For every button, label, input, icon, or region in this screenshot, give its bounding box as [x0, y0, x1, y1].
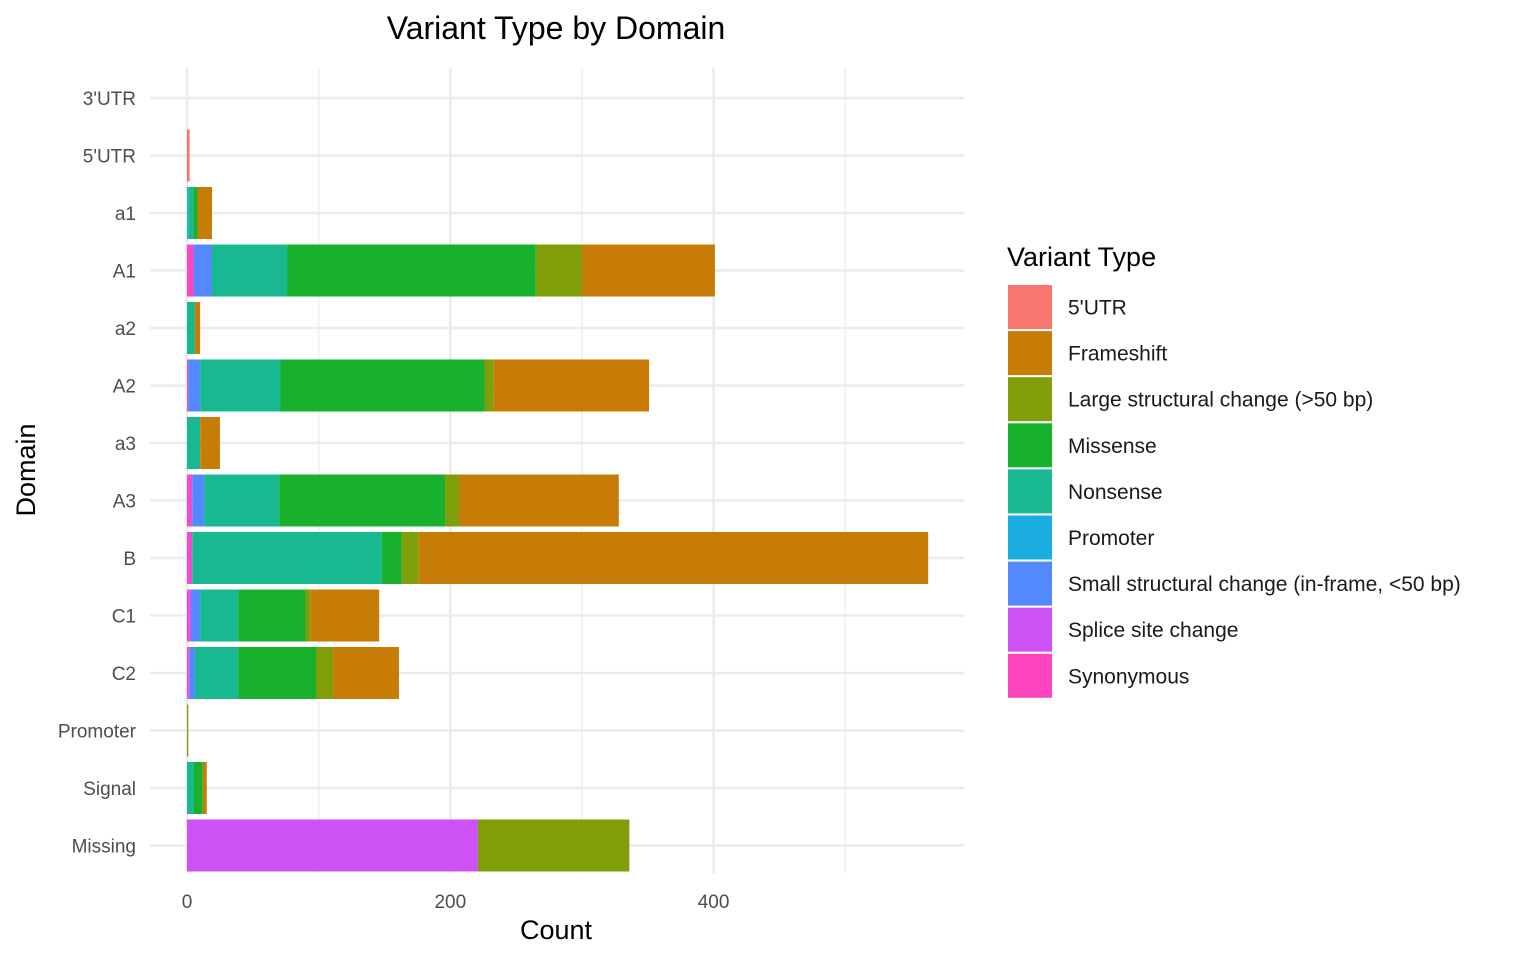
bar-segment	[187, 359, 189, 412]
legend-key	[1008, 331, 1052, 376]
bar-segment	[418, 532, 929, 584]
legend-key	[1008, 285, 1052, 329]
bar-segment	[581, 244, 715, 297]
bar-segment	[194, 302, 201, 354]
bar-segment	[204, 474, 280, 527]
bar-segment	[316, 647, 334, 699]
bar-segment	[189, 647, 195, 699]
legend-key	[1008, 653, 1052, 698]
bar-segment	[190, 474, 193, 527]
legend-key	[1008, 515, 1052, 560]
bar-segment	[200, 589, 239, 642]
bar-segment	[187, 302, 195, 354]
bar-segment	[484, 359, 494, 412]
bar-segment	[187, 187, 189, 239]
y-tick-label: 3'UTR	[83, 89, 136, 110]
bars	[187, 129, 929, 872]
bar-segment	[477, 819, 630, 872]
grid-lines	[150, 68, 964, 873]
bar-segment	[280, 359, 485, 412]
bar-segment	[459, 474, 619, 527]
legend-label: 5'UTR	[1068, 297, 1127, 320]
bar-segment	[187, 704, 189, 757]
bar-segment	[187, 819, 478, 872]
bar-segment	[305, 589, 311, 642]
bar-segment	[187, 417, 201, 469]
legend-label: Splice site change	[1068, 619, 1238, 642]
bar-segment	[188, 187, 194, 239]
x-axis-title: Count	[520, 915, 593, 945]
bar-segment	[238, 647, 317, 699]
bar-segment	[287, 244, 536, 297]
bar-segment	[279, 474, 446, 527]
y-tick-label: a1	[115, 204, 136, 225]
bar-segment	[194, 647, 239, 699]
y-axis-title: Domain	[11, 423, 41, 516]
bar-segment	[190, 532, 193, 584]
y-tick-label: C2	[112, 664, 136, 685]
y-tick-label: A2	[113, 377, 136, 398]
x-tick-label: 400	[698, 892, 730, 913]
y-tick-label: Missing	[72, 837, 136, 858]
bar-segment	[193, 762, 203, 814]
bar-segment	[188, 647, 190, 699]
bar-segment	[193, 187, 198, 239]
legend-label: Synonymous	[1068, 665, 1189, 688]
legend-label: Nonsense	[1068, 481, 1163, 504]
legend-label: Missense	[1068, 435, 1157, 458]
legend-key	[1008, 561, 1052, 606]
y-tick-label: a2	[115, 319, 136, 340]
y-tick-label: a3	[115, 434, 136, 455]
bar-segment	[193, 244, 213, 297]
bar-segment	[197, 187, 213, 239]
bar-segment	[187, 474, 191, 527]
bar-segment	[381, 532, 402, 584]
y-tick-label: B	[123, 549, 136, 570]
bar-segment	[200, 417, 220, 469]
y-tick-label: A3	[113, 492, 136, 513]
y-tick-label: Signal	[83, 779, 136, 800]
bar-segment	[187, 244, 194, 297]
legend-key	[1008, 469, 1052, 514]
bar-segment	[535, 244, 582, 297]
legend-key	[1008, 377, 1052, 422]
bar-segment	[200, 359, 281, 412]
bar-segment	[310, 589, 380, 642]
y-tick-label: 5'UTR	[83, 147, 136, 168]
y-tick-label: A1	[113, 262, 136, 283]
bar-segment	[493, 359, 650, 412]
bar-segment	[401, 532, 419, 584]
bar-segment	[187, 589, 190, 642]
legend-label: Frameshift	[1068, 343, 1167, 366]
bar-segment	[187, 532, 191, 584]
bar-segment	[212, 244, 288, 297]
bar-segment	[192, 532, 382, 584]
legend-label: Promoter	[1068, 527, 1154, 550]
x-tick-label: 200	[434, 892, 466, 913]
bar-segment	[187, 129, 190, 182]
legend-key	[1008, 423, 1052, 468]
bar-segment	[238, 589, 306, 642]
bar-segment	[445, 474, 460, 527]
bar-segment	[187, 647, 189, 699]
legend-key	[1008, 607, 1052, 652]
bar-segment	[187, 762, 194, 814]
chart-title: Variant Type by Domain	[387, 10, 726, 46]
y-tick-labels: 3'UTR 5'UTR a1 A1 a2 A2 a3 A3 B C1 C2 Promoter Signa…	[58, 89, 137, 858]
legend-label: Large structural change (>50 bp)	[1068, 389, 1373, 412]
x-tick-labels: 0 200 400	[182, 892, 730, 913]
x-tick-label: 0	[182, 892, 193, 913]
bar-segment	[189, 589, 191, 642]
legend: Variant Type 5'UTR Frameshift Large struct…	[1007, 242, 1461, 698]
bar-segment	[192, 474, 205, 527]
bar-segment	[333, 647, 399, 699]
legend-title: Variant Type	[1007, 242, 1156, 272]
bar-segment	[188, 359, 201, 412]
bar-segment	[190, 589, 201, 642]
y-tick-label: C1	[112, 607, 136, 628]
bar-segment	[202, 762, 207, 814]
legend-label: Small structural change (in-frame, <50 b…	[1068, 573, 1461, 596]
y-tick-label: Promoter	[58, 722, 137, 743]
